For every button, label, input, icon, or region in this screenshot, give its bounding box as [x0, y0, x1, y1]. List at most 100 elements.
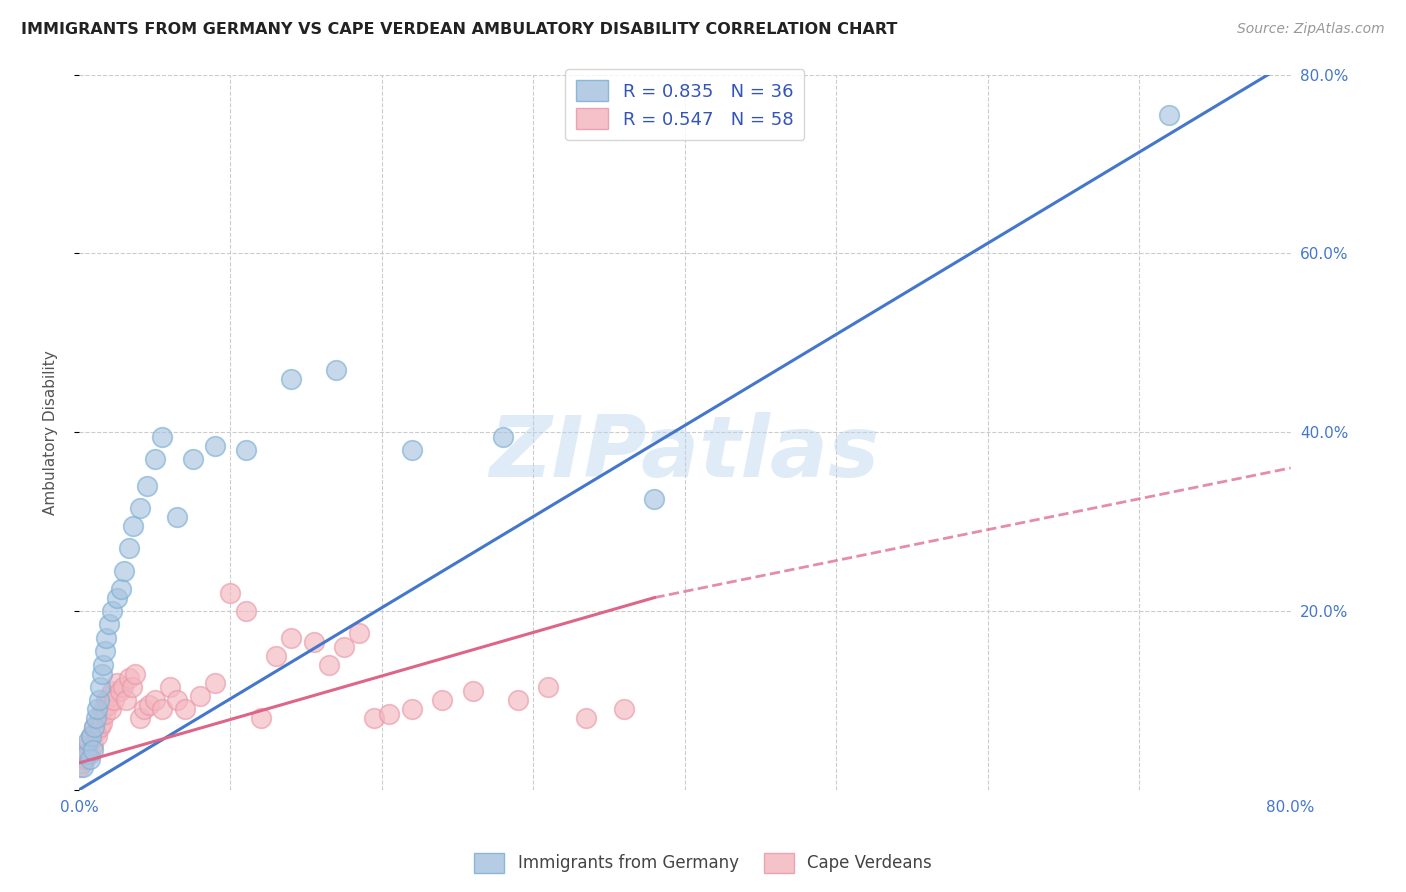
Point	[76, 747, 98, 761]
Point	[166, 510, 188, 524]
Point	[79, 751, 101, 765]
Point	[98, 689, 121, 703]
Point	[89, 680, 111, 694]
Point	[204, 675, 226, 690]
Point	[97, 698, 120, 712]
Point	[432, 693, 454, 707]
Point	[77, 738, 100, 752]
Point	[111, 680, 134, 694]
Point	[235, 604, 257, 618]
Point	[112, 564, 135, 578]
Point	[188, 689, 211, 703]
Point	[108, 684, 131, 698]
Point	[101, 604, 124, 618]
Point	[136, 479, 159, 493]
Point	[166, 693, 188, 707]
Point	[159, 680, 181, 694]
Point	[138, 698, 160, 712]
Point	[96, 631, 118, 645]
Point	[93, 706, 115, 721]
Point	[363, 711, 385, 725]
Point	[91, 657, 114, 672]
Point	[84, 724, 107, 739]
Point	[401, 443, 423, 458]
Point	[143, 452, 166, 467]
Point	[181, 452, 204, 467]
Point	[115, 693, 138, 707]
Point	[84, 711, 107, 725]
Point	[121, 680, 143, 694]
Point	[118, 541, 141, 556]
Point	[69, 760, 91, 774]
Point	[264, 648, 287, 663]
Point	[378, 706, 401, 721]
Point	[91, 702, 114, 716]
Point	[96, 693, 118, 707]
Point	[86, 702, 108, 716]
Y-axis label: Ambulatory Disability: Ambulatory Disability	[44, 350, 58, 515]
Point	[93, 644, 115, 658]
Point	[143, 693, 166, 707]
Point	[86, 729, 108, 743]
Point	[110, 582, 132, 596]
Point	[82, 742, 104, 756]
Point	[461, 684, 484, 698]
Text: IMMIGRANTS FROM GERMANY VS CAPE VERDEAN AMBULATORY DISABILITY CORRELATION CHART: IMMIGRANTS FROM GERMANY VS CAPE VERDEAN …	[21, 22, 897, 37]
Point	[132, 702, 155, 716]
Point	[118, 671, 141, 685]
Point	[122, 519, 145, 533]
Point	[325, 362, 347, 376]
Point	[73, 751, 96, 765]
Point	[575, 711, 598, 725]
Point	[83, 720, 105, 734]
Point	[318, 657, 340, 672]
Point	[70, 756, 93, 770]
Point	[79, 747, 101, 761]
Point	[128, 501, 150, 516]
Point	[76, 742, 98, 756]
Point	[103, 693, 125, 707]
Point	[80, 729, 103, 743]
Point	[90, 715, 112, 730]
Point	[150, 430, 173, 444]
Point	[235, 443, 257, 458]
Point	[333, 640, 356, 654]
Point	[90, 666, 112, 681]
Point	[101, 684, 124, 698]
Text: Source: ZipAtlas.com: Source: ZipAtlas.com	[1237, 22, 1385, 37]
Point	[204, 439, 226, 453]
Point	[150, 702, 173, 716]
Legend: Immigrants from Germany, Cape Verdeans: Immigrants from Germany, Cape Verdeans	[468, 847, 938, 880]
Point	[219, 586, 242, 600]
Legend: R = 0.835   N = 36, R = 0.547   N = 58: R = 0.835 N = 36, R = 0.547 N = 58	[565, 70, 804, 140]
Point	[89, 720, 111, 734]
Point	[80, 729, 103, 743]
Point	[124, 666, 146, 681]
Point	[280, 371, 302, 385]
Point	[302, 635, 325, 649]
Point	[72, 760, 94, 774]
Point	[347, 626, 370, 640]
Point	[174, 702, 197, 716]
Point	[128, 711, 150, 725]
Point	[77, 733, 100, 747]
Point	[401, 702, 423, 716]
Point	[100, 702, 122, 716]
Point	[492, 430, 515, 444]
Point	[87, 711, 110, 725]
Point	[249, 711, 271, 725]
Point	[280, 631, 302, 645]
Point	[105, 675, 128, 690]
Point	[105, 591, 128, 605]
Point	[613, 702, 636, 716]
Point	[1159, 108, 1181, 122]
Point	[508, 693, 530, 707]
Point	[83, 720, 105, 734]
Point	[72, 747, 94, 761]
Text: ZIPatlas: ZIPatlas	[489, 412, 880, 495]
Point	[537, 680, 560, 694]
Point	[643, 492, 665, 507]
Point	[87, 693, 110, 707]
Point	[82, 738, 104, 752]
Point	[98, 617, 121, 632]
